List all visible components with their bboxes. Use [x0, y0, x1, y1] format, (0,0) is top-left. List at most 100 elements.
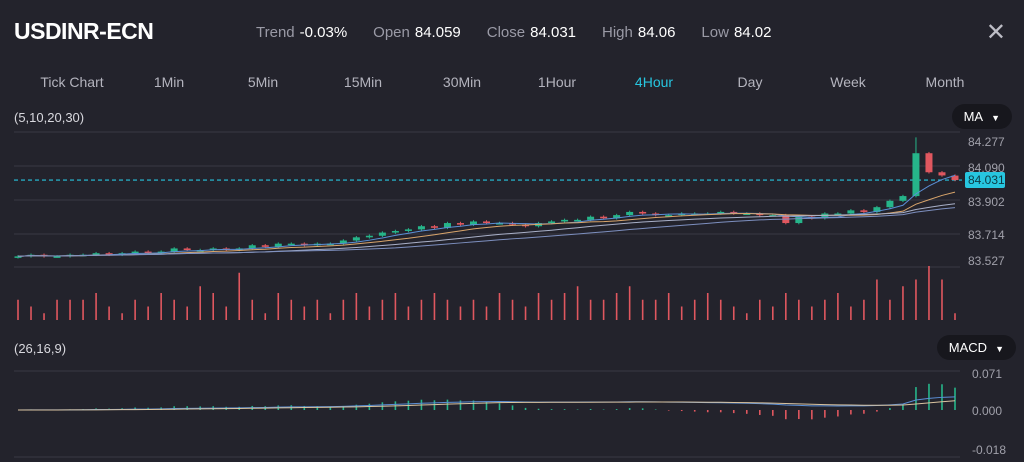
price-tick: 84.277 — [968, 135, 1005, 149]
candle-body — [574, 219, 582, 222]
tab-30min[interactable]: 30Min — [442, 74, 482, 90]
candle-body — [847, 210, 855, 214]
candle-body — [339, 240, 347, 244]
stat-trend: Trend -0.03% — [256, 24, 347, 41]
candle-body — [938, 172, 946, 176]
candle-body — [496, 223, 504, 225]
chevron-down-icon: ▼ — [995, 344, 1004, 354]
current-price-tag — [965, 172, 1005, 189]
stat-value: -0.03% — [299, 24, 348, 41]
tab-1min[interactable]: 1Min — [153, 74, 185, 90]
tab-day[interactable]: Day — [737, 74, 763, 90]
candle-body — [417, 226, 425, 230]
symbol-title: USDINR-ECN — [14, 18, 154, 44]
candle-body — [14, 256, 22, 258]
macd-selector-label: MACD — [948, 340, 988, 355]
tab-1hour[interactable]: 1Hour — [537, 74, 577, 90]
candle-body — [144, 251, 152, 254]
ma-params: (5,10,20,30) — [14, 110, 85, 125]
candle-body — [912, 153, 920, 197]
candle-body — [561, 219, 569, 222]
candle-body — [352, 237, 360, 241]
ma-line-5 — [17, 174, 956, 257]
macd-tick: 0.000 — [972, 404, 1002, 418]
candle-body — [131, 251, 139, 254]
candle-body — [105, 253, 113, 255]
close-icon[interactable]: ✕ — [985, 19, 1006, 46]
candle-body — [469, 221, 477, 225]
candle-body — [626, 211, 634, 216]
stat-value: 84.02 — [733, 24, 772, 41]
candle-body — [860, 210, 868, 212]
candle-body — [274, 243, 282, 247]
stat-label: High — [602, 24, 633, 41]
candle-body — [430, 226, 438, 228]
candle-body — [899, 196, 907, 201]
candle-body — [456, 223, 464, 225]
ma-selector-label: MA — [963, 109, 984, 124]
candle-body — [795, 216, 803, 224]
candle-body — [665, 215, 673, 217]
candle-body — [378, 232, 386, 236]
candle-body — [248, 245, 256, 249]
tab-4hour[interactable]: 4Hour — [634, 74, 674, 90]
candle-body — [53, 256, 61, 258]
ma-selector[interactable]: MA ▼ — [951, 104, 1012, 129]
stat-close: Close 84.031 — [487, 24, 576, 41]
candle-body — [443, 223, 451, 228]
tab-5min[interactable]: 5Min — [247, 74, 279, 90]
ma-line-30 — [17, 207, 956, 257]
ma-line-10 — [17, 191, 956, 257]
macd-tick: 0.071 — [972, 367, 1002, 381]
macd-tick: -0.018 — [972, 443, 1006, 457]
ma-line-20 — [17, 203, 956, 257]
price-stats: Trend -0.03% Open 84.059 Close 84.031 High 84.0… — [256, 24, 772, 41]
price-tick: 84.090 — [968, 161, 1005, 175]
candle-body — [743, 213, 751, 216]
stat-label: Low — [701, 24, 729, 41]
macd-dea-line — [17, 400, 956, 411]
candle-body — [834, 213, 842, 216]
macd-params: (26,16,9) — [14, 341, 67, 356]
candle-body — [261, 245, 269, 247]
candle-body — [548, 221, 556, 224]
candle-body — [92, 253, 100, 255]
candle-body — [925, 153, 933, 173]
timeframe-tabs: Tick Chart 1Min 5Min 15Min 30Min 1Hour 4Hour Da… — [0, 74, 1024, 94]
stat-open: Open 84.059 — [373, 24, 461, 41]
candle-body — [170, 248, 178, 252]
macd-selector[interactable]: MACD ▼ — [936, 335, 1016, 360]
macd-dif-line — [17, 396, 956, 411]
candle-body — [639, 211, 647, 214]
candle-body — [600, 216, 608, 219]
candle-body — [365, 235, 373, 238]
price-tick: 83.527 — [968, 254, 1005, 268]
stat-label: Trend — [256, 24, 295, 41]
price-tick: 83.902 — [968, 195, 1005, 209]
stat-value: 84.059 — [414, 24, 461, 41]
stat-low: Low 84.02 — [701, 24, 771, 41]
stat-label: Open — [373, 24, 410, 41]
stat-value: 84.06 — [637, 24, 676, 41]
candle-body — [183, 248, 191, 251]
candle-body — [483, 221, 490, 224]
candle-body — [717, 211, 725, 214]
stat-high: High 84.06 — [602, 24, 675, 41]
candle-body — [951, 175, 959, 181]
stat-value: 84.031 — [530, 24, 577, 41]
tab-month[interactable]: Month — [925, 74, 965, 90]
tab-15min[interactable]: 15Min — [343, 74, 383, 90]
price-tick: 83.714 — [968, 228, 1005, 242]
candle-body — [886, 200, 894, 208]
candle-body — [404, 229, 412, 231]
tab-week[interactable]: Week — [830, 74, 866, 90]
tab-tick-chart[interactable]: Tick Chart — [40, 74, 104, 90]
stat-label: Close — [486, 24, 526, 41]
candle-body — [613, 215, 621, 219]
candle-body — [587, 216, 595, 220]
chevron-down-icon: ▼ — [991, 113, 1000, 123]
current-price-label: 84.031 — [968, 173, 1005, 187]
candle-body — [287, 243, 295, 246]
candle-body — [391, 230, 399, 233]
